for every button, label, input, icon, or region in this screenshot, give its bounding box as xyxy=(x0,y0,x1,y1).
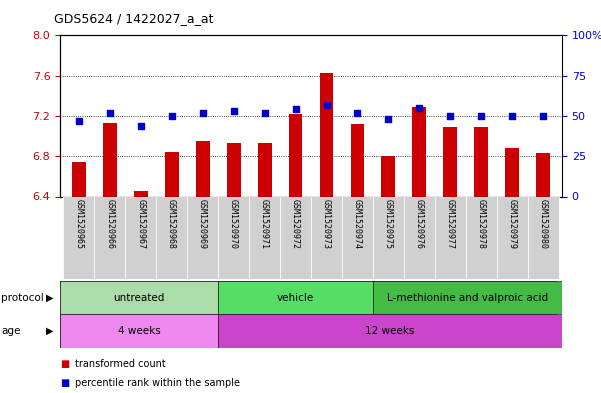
Point xyxy=(260,110,269,116)
Text: GDS5624 / 1422027_a_at: GDS5624 / 1422027_a_at xyxy=(54,12,213,25)
Text: GSM1520970: GSM1520970 xyxy=(229,199,238,249)
Point xyxy=(538,113,548,119)
Text: GSM1520968: GSM1520968 xyxy=(167,199,176,249)
Point xyxy=(167,113,177,119)
Point xyxy=(353,110,362,116)
Bar xyxy=(412,107,426,196)
Point xyxy=(105,110,114,116)
Text: percentile rank within the sample: percentile rank within the sample xyxy=(75,378,240,388)
Text: GSM1520971: GSM1520971 xyxy=(260,199,269,249)
Text: 12 weeks: 12 weeks xyxy=(365,326,415,336)
Point xyxy=(74,118,84,124)
Bar xyxy=(60,314,218,348)
Point xyxy=(322,101,331,108)
Text: ▶: ▶ xyxy=(46,326,53,336)
Point xyxy=(198,110,207,116)
Bar xyxy=(249,196,280,279)
Bar xyxy=(311,196,342,279)
Text: transformed count: transformed count xyxy=(75,358,166,369)
Bar xyxy=(218,196,249,279)
Point xyxy=(477,113,486,119)
Point xyxy=(383,116,393,122)
Bar xyxy=(156,196,187,279)
Point xyxy=(445,113,455,119)
Text: GSM1520972: GSM1520972 xyxy=(291,199,300,249)
Bar xyxy=(435,196,466,279)
Bar xyxy=(373,281,562,314)
Bar xyxy=(373,196,404,279)
Text: GSM1520965: GSM1520965 xyxy=(74,199,83,249)
Bar xyxy=(466,196,497,279)
Bar xyxy=(72,162,86,196)
Bar xyxy=(125,196,156,279)
Bar xyxy=(444,127,457,196)
Bar xyxy=(227,143,240,196)
Text: ▶: ▶ xyxy=(46,293,53,303)
Bar xyxy=(103,123,117,196)
Text: GSM1520966: GSM1520966 xyxy=(105,199,114,249)
Point xyxy=(291,107,300,113)
Text: GSM1520977: GSM1520977 xyxy=(446,199,455,249)
Text: 4 weeks: 4 weeks xyxy=(118,326,160,336)
Text: GSM1520980: GSM1520980 xyxy=(539,199,548,249)
Bar xyxy=(505,148,519,196)
Text: GSM1520969: GSM1520969 xyxy=(198,199,207,249)
Text: GSM1520978: GSM1520978 xyxy=(477,199,486,249)
Bar xyxy=(60,281,218,314)
Bar xyxy=(218,281,373,314)
Bar xyxy=(63,196,94,279)
Bar xyxy=(497,196,528,279)
Bar xyxy=(350,124,364,196)
Bar xyxy=(536,153,551,196)
Text: age: age xyxy=(1,326,20,336)
Text: L-methionine and valproic acid: L-methionine and valproic acid xyxy=(387,293,548,303)
Text: GSM1520967: GSM1520967 xyxy=(136,199,145,249)
Bar xyxy=(320,73,334,196)
Bar xyxy=(196,141,210,196)
Point xyxy=(415,105,424,111)
Text: GSM1520979: GSM1520979 xyxy=(508,199,517,249)
Bar xyxy=(342,196,373,279)
Text: GSM1520974: GSM1520974 xyxy=(353,199,362,249)
Bar xyxy=(474,127,489,196)
Text: ■: ■ xyxy=(60,358,69,369)
Bar xyxy=(404,196,435,279)
Text: GSM1520973: GSM1520973 xyxy=(322,199,331,249)
Text: protocol: protocol xyxy=(1,293,44,303)
Text: GSM1520975: GSM1520975 xyxy=(384,199,393,249)
Bar xyxy=(133,191,148,196)
Point xyxy=(508,113,517,119)
Bar xyxy=(258,143,272,196)
Bar xyxy=(528,196,559,279)
Bar xyxy=(382,156,395,196)
Bar xyxy=(165,152,178,196)
Point xyxy=(229,108,239,114)
Bar xyxy=(288,114,302,196)
Point xyxy=(136,123,145,129)
Text: ■: ■ xyxy=(60,378,69,388)
Text: GSM1520976: GSM1520976 xyxy=(415,199,424,249)
Bar xyxy=(187,196,218,279)
Bar xyxy=(280,196,311,279)
Bar xyxy=(94,196,125,279)
Text: vehicle: vehicle xyxy=(277,293,314,303)
Bar xyxy=(218,314,562,348)
Text: untreated: untreated xyxy=(114,293,165,303)
